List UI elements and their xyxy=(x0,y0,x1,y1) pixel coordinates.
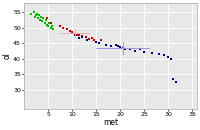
Point xyxy=(167,56,170,58)
Point xyxy=(88,38,91,40)
Point xyxy=(39,16,43,18)
Point xyxy=(128,48,132,51)
Point xyxy=(73,34,76,37)
Point xyxy=(41,20,44,22)
Point xyxy=(73,33,76,35)
Point xyxy=(48,22,51,24)
Point xyxy=(95,41,98,43)
Point xyxy=(47,25,50,27)
Point xyxy=(150,52,153,54)
Point xyxy=(78,37,81,39)
Point xyxy=(90,37,93,39)
Point xyxy=(49,27,52,29)
Point xyxy=(78,34,81,37)
Point xyxy=(100,39,103,41)
Point xyxy=(30,13,33,15)
Point xyxy=(109,45,112,47)
Point xyxy=(80,36,83,38)
Point xyxy=(104,44,108,46)
Point xyxy=(34,14,37,16)
Point xyxy=(51,25,54,27)
Point xyxy=(92,38,96,41)
Point xyxy=(75,34,79,36)
Point xyxy=(44,19,47,21)
Point xyxy=(43,22,46,24)
Point xyxy=(169,58,172,60)
Point xyxy=(80,35,83,37)
Point xyxy=(59,25,62,27)
Point xyxy=(84,36,87,38)
Point xyxy=(51,28,55,30)
Point xyxy=(46,24,49,26)
Y-axis label: ol: ol xyxy=(3,52,12,59)
Point xyxy=(157,53,160,55)
Point xyxy=(36,17,39,19)
Point xyxy=(119,46,122,48)
Point xyxy=(49,22,52,24)
Point xyxy=(138,48,141,51)
Point xyxy=(61,27,64,29)
Point xyxy=(124,48,127,50)
Point xyxy=(174,81,177,83)
X-axis label: met: met xyxy=(103,118,118,127)
Point xyxy=(71,31,74,33)
Point xyxy=(162,54,165,56)
Point xyxy=(65,28,68,30)
Point xyxy=(46,17,49,19)
Point xyxy=(32,11,35,13)
Point xyxy=(143,51,146,53)
Point xyxy=(85,39,88,41)
Point xyxy=(133,50,136,52)
Point xyxy=(121,47,124,49)
Point xyxy=(35,13,38,15)
Point xyxy=(116,45,120,47)
Point xyxy=(114,44,117,46)
Point xyxy=(97,42,100,44)
Point xyxy=(33,16,36,18)
Point xyxy=(38,19,41,21)
Point xyxy=(37,14,40,16)
Point xyxy=(68,30,71,32)
Point xyxy=(42,17,45,19)
Point xyxy=(172,78,175,80)
